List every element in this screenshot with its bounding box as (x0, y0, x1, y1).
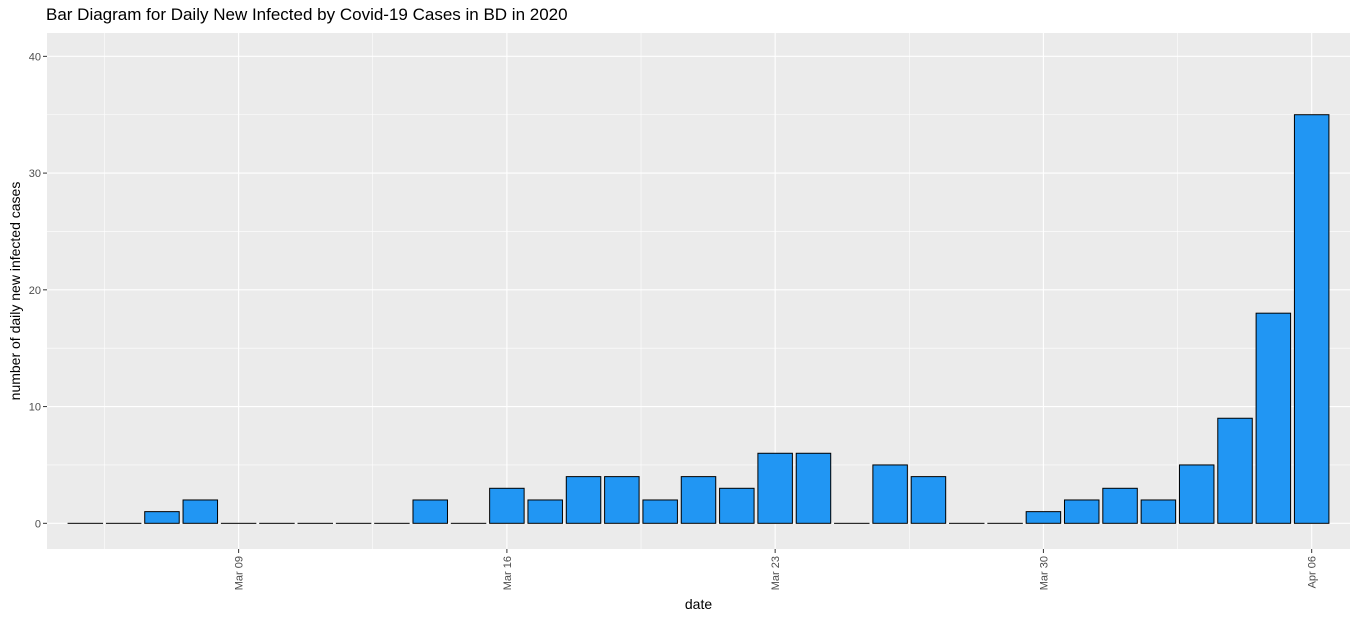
bar (1102, 487, 1138, 524)
bar (604, 476, 640, 524)
plot-panel (47, 33, 1350, 549)
bar (489, 487, 525, 524)
y-tick-label: 20 (29, 285, 41, 297)
bar (910, 476, 947, 524)
bar (1217, 417, 1253, 524)
bar (182, 499, 219, 524)
bar (1025, 511, 1062, 524)
y-axis-title: number of daily new infected cases (7, 182, 23, 401)
y-tick-label: 30 (29, 168, 41, 180)
y-tick-label: 0 (35, 518, 41, 530)
bar (565, 476, 602, 524)
x-tick-label: Mar 30 (1038, 556, 1050, 590)
bar (1063, 499, 1100, 524)
bar (527, 499, 563, 524)
chart-title: Bar Diagram for Daily New Infected by Co… (46, 5, 568, 24)
bar (719, 487, 755, 524)
grid-minor (47, 33, 1350, 549)
bar (1255, 312, 1292, 524)
bars (67, 114, 1330, 524)
y-tick-label: 10 (29, 402, 41, 414)
bar (757, 452, 793, 524)
bar (1140, 499, 1177, 524)
bar (144, 511, 180, 524)
x-tick-label: Mar 23 (770, 556, 782, 590)
y-tick-label: 40 (29, 51, 41, 63)
bar (1178, 464, 1215, 524)
bar (1293, 114, 1330, 524)
bar (412, 499, 448, 524)
x-axis: Mar 09 Mar 16 Mar 23 Mar 30 Apr 06 (234, 549, 1319, 590)
bar (680, 476, 717, 524)
x-tick-label: Apr 06 (1307, 556, 1319, 588)
y-axis: 0 10 20 30 40 (29, 51, 47, 530)
bar (795, 452, 832, 524)
x-axis-title: date (685, 596, 712, 612)
x-tick-label: Mar 09 (234, 556, 246, 590)
bar (642, 499, 678, 524)
bar (872, 464, 908, 524)
x-tick-label: Mar 16 (502, 556, 514, 590)
